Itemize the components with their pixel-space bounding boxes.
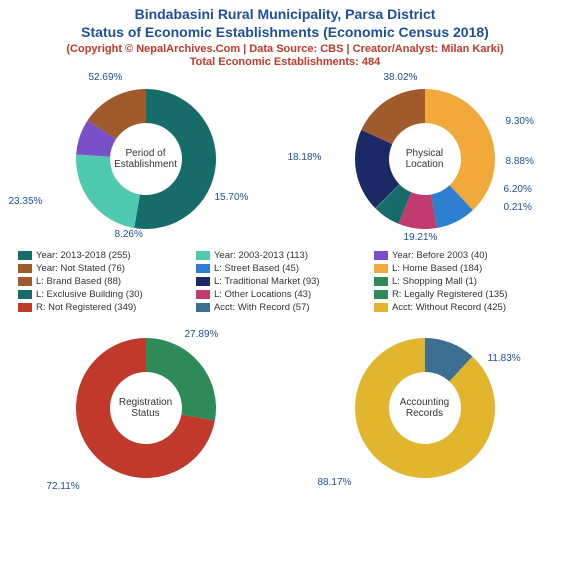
header: Bindabasini Rural Municipality, Parsa Di…: [0, 0, 570, 70]
donut-center-label: Physical Location: [390, 124, 460, 194]
legend-swatch: [18, 251, 32, 260]
legend-item: Acct: With Record (57): [196, 302, 374, 313]
slice-percent-label: 15.70%: [215, 192, 249, 203]
legend-swatch: [374, 290, 388, 299]
chart-location: Physical Location 38.02% 9.30% 8.88% 6.20% 0…: [290, 74, 560, 244]
legend-swatch: [196, 303, 210, 312]
legend-swatch: [18, 303, 32, 312]
slice-percent-label: 8.88%: [506, 156, 534, 167]
legend-swatch: [374, 264, 388, 273]
legend-item: L: Exclusive Building (30): [18, 289, 196, 300]
legend-swatch: [18, 290, 32, 299]
legend-label: L: Home Based (184): [392, 263, 482, 274]
legend-label: L: Shopping Mall (1): [392, 276, 477, 287]
title-line2: Status of Economic Establishments (Econo…: [4, 24, 566, 42]
legend-item: Year: 2003-2013 (113): [196, 250, 374, 261]
donut-center-label: Registration Status: [111, 373, 181, 443]
legend-label: Year: 2013-2018 (255): [36, 250, 131, 261]
slice-percent-label: 6.20%: [504, 184, 532, 195]
legend-swatch: [374, 303, 388, 312]
donut-center-label: Period of Establishment: [111, 124, 181, 194]
legend-label: L: Brand Based (88): [36, 276, 121, 287]
slice-percent-label: 0.21%: [504, 202, 532, 213]
legend-swatch: [18, 277, 32, 286]
slice-percent-label: 18.18%: [288, 152, 322, 163]
legend-label: Year: Before 2003 (40): [392, 250, 488, 261]
legend: Year: 2013-2018 (255) Year: 2003-2013 (11…: [0, 248, 570, 319]
legend-item: L: Street Based (45): [196, 263, 374, 274]
slice-percent-label: 11.83%: [488, 353, 521, 364]
legend-item: R: Legally Registered (135): [374, 289, 552, 300]
legend-item: Year: Not Stated (76): [18, 263, 196, 274]
slice-percent-label: 9.30%: [506, 116, 534, 127]
slice-percent-label: 88.17%: [318, 477, 352, 488]
legend-item: L: Brand Based (88): [18, 276, 196, 287]
legend-label: Year: 2003-2013 (113): [214, 250, 308, 261]
legend-item: L: Home Based (184): [374, 263, 552, 274]
legend-item: L: Traditional Market (93): [196, 276, 374, 287]
slice-percent-label: 38.02%: [384, 72, 418, 83]
legend-swatch: [196, 264, 210, 273]
legend-swatch: [374, 251, 388, 260]
slice-percent-label: 19.21%: [404, 232, 438, 243]
legend-item: Year: Before 2003 (40): [374, 250, 552, 261]
slice-percent-label: 72.11%: [47, 481, 80, 492]
legend-swatch: [18, 264, 32, 273]
chart-registration: Registration Status 27.89% 72.11%: [11, 323, 281, 493]
legend-label: L: Exclusive Building (30): [36, 289, 143, 300]
legend-label: Acct: With Record (57): [214, 302, 310, 313]
legend-label: R: Not Registered (349): [36, 302, 136, 313]
donut-center-label: Accounting Records: [390, 373, 460, 443]
slice-percent-label: 8.26%: [115, 229, 143, 240]
legend-swatch: [196, 290, 210, 299]
legend-label: R: Legally Registered (135): [392, 289, 508, 300]
donut-accounting: Accounting Records: [355, 338, 495, 478]
legend-label: Year: Not Stated (76): [36, 263, 125, 274]
subtitle: (Copyright © NepalArchives.Com | Data So…: [4, 42, 566, 56]
legend-label: L: Street Based (45): [214, 263, 299, 274]
legend-label: L: Traditional Market (93): [214, 276, 320, 287]
legend-item: L: Other Locations (43): [196, 289, 374, 300]
title-line1: Bindabasini Rural Municipality, Parsa Di…: [4, 6, 566, 24]
legend-item: R: Not Registered (349): [18, 302, 196, 313]
legend-swatch: [374, 277, 388, 286]
slice-percent-label: 27.89%: [185, 329, 219, 340]
slice-percent-label: 23.35%: [9, 196, 43, 207]
legend-item: L: Shopping Mall (1): [374, 276, 552, 287]
donut-period: Period of Establishment: [76, 89, 216, 229]
legend-swatch: [196, 277, 210, 286]
legend-item: Year: 2013-2018 (255): [18, 250, 196, 261]
legend-label: Acct: Without Record (425): [392, 302, 506, 313]
donut-location: Physical Location: [355, 89, 495, 229]
donut-registration: Registration Status: [76, 338, 216, 478]
top-charts-row: Period of Establishment 52.69% 23.35% 8.26…: [0, 70, 570, 248]
bottom-charts-row: Registration Status 27.89% 72.11% Account…: [0, 319, 570, 497]
legend-swatch: [196, 251, 210, 260]
chart-accounting: Accounting Records 11.83% 88.17%: [290, 323, 560, 493]
legend-item: Acct: Without Record (425): [374, 302, 552, 313]
total-establishments: Total Economic Establishments: 484: [4, 56, 566, 68]
chart-period: Period of Establishment 52.69% 23.35% 8.26…: [11, 74, 281, 244]
slice-percent-label: 52.69%: [89, 72, 123, 83]
legend-label: L: Other Locations (43): [214, 289, 311, 300]
